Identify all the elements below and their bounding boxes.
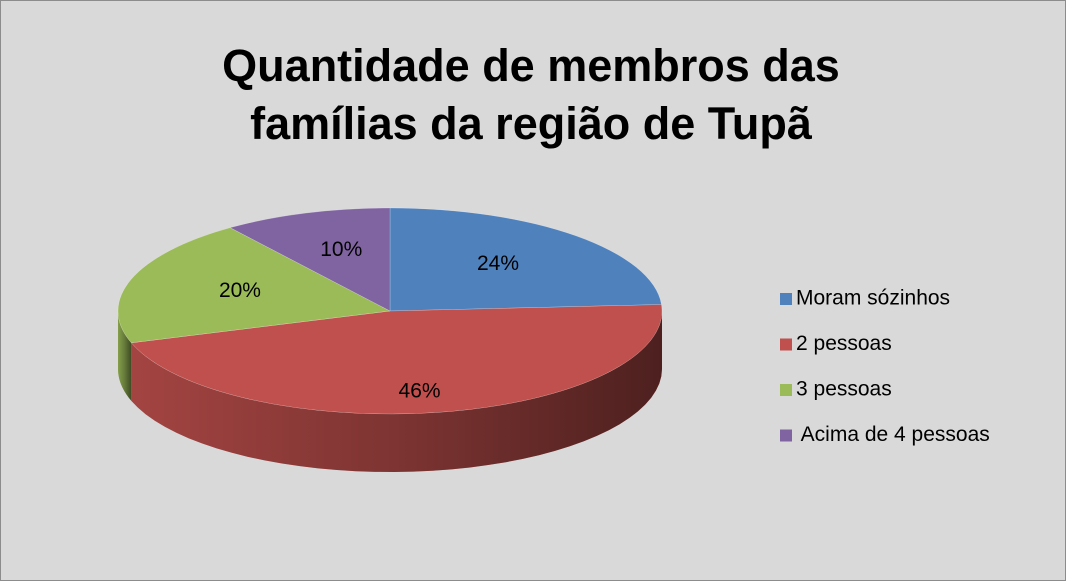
legend-label: 3 pessoas	[796, 378, 892, 401]
slice	[117, 227, 391, 401]
legend-swatch	[780, 429, 792, 442]
legend-label: 2 pessoas	[796, 332, 892, 355]
data-label: 24%	[477, 252, 519, 275]
slice-top	[389, 207, 662, 312]
slice-side-shade	[131, 311, 662, 472]
data-label: 46%	[399, 379, 441, 402]
legend-swatch	[780, 338, 792, 351]
slice	[229, 207, 391, 312]
chart-title: Quantidade de membros das famílias da re…	[222, 40, 840, 149]
slice-top	[229, 207, 391, 312]
slice	[130, 304, 663, 472]
data-label: 10%	[320, 238, 362, 261]
legend-swatch	[780, 293, 792, 305]
legend-label: Acima de 4 pessoas	[796, 423, 990, 446]
slice-side-shade	[118, 311, 132, 401]
legend-swatch	[780, 384, 792, 396]
slice-top	[130, 304, 663, 415]
slice	[389, 207, 662, 312]
slice-top	[117, 227, 391, 344]
legend-label: Moram sózinhos	[796, 287, 950, 310]
data-label: 20%	[219, 279, 261, 302]
